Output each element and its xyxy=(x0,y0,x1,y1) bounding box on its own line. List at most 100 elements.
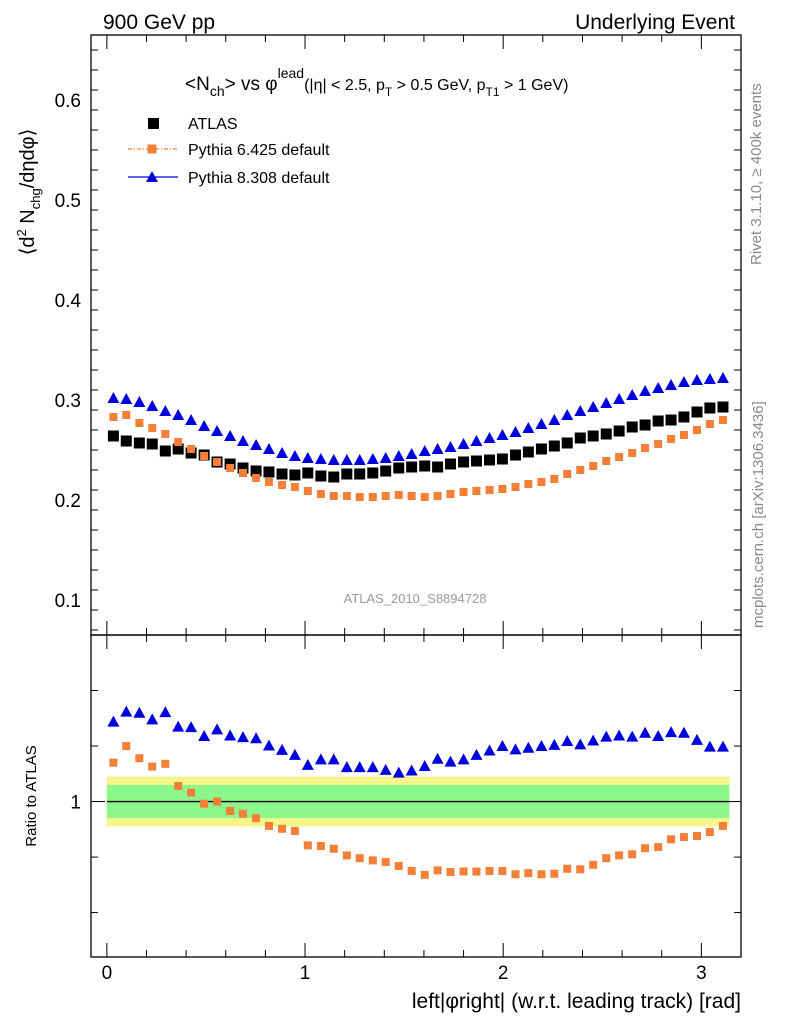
data-point-atlas xyxy=(354,468,366,480)
data-point-pythia8 xyxy=(613,393,626,404)
ratio-point-pythia8 xyxy=(444,755,457,767)
ratio-point-pythia6 xyxy=(524,869,533,878)
analysis-watermark: ATLAS_2010_S8894728 xyxy=(344,591,487,606)
ratio-point-pythia6 xyxy=(148,762,157,771)
data-point-pythia6 xyxy=(381,492,390,500)
ratio-point-pythia8 xyxy=(457,753,470,765)
data-point-pythia6 xyxy=(161,430,170,438)
ratio-point-pythia6 xyxy=(472,867,481,876)
data-point-atlas xyxy=(107,430,119,442)
data-point-pythia8 xyxy=(716,372,729,383)
ratio-point-pythia6 xyxy=(226,806,235,815)
ratio-point-pythia8 xyxy=(652,730,665,742)
data-point-atlas xyxy=(315,470,327,482)
x-tick-label: 3 xyxy=(696,963,707,984)
data-point-atlas xyxy=(237,462,249,474)
ratio-point-pythia8 xyxy=(224,729,237,741)
data-point-pythia6 xyxy=(187,445,196,453)
data-point-pythia6 xyxy=(329,492,338,500)
ratio-point-pythia6 xyxy=(290,826,299,835)
ratio-point-pythia8 xyxy=(703,740,716,752)
data-point-atlas xyxy=(665,414,677,426)
data-point-atlas xyxy=(120,435,132,447)
y-tick-label: 0.5 xyxy=(55,191,81,212)
data-point-atlas xyxy=(496,453,508,465)
data-point-atlas xyxy=(704,402,716,414)
data-point-pythia6 xyxy=(407,492,416,500)
data-point-pythia8 xyxy=(327,454,340,465)
ratio-point-pythia8 xyxy=(366,761,379,773)
data-point-atlas xyxy=(509,449,521,461)
data-point-pythia6 xyxy=(537,478,546,486)
ratio-point-pythia8 xyxy=(431,752,444,764)
ratio-point-pythia8 xyxy=(327,753,340,765)
ratio-point-pythia6 xyxy=(381,858,390,867)
ratio-point-pythia6 xyxy=(238,809,247,818)
data-point-pythia6 xyxy=(200,452,209,460)
ratio-point-pythia6 xyxy=(420,870,429,879)
plot-title: <Nch> vs φlead(|η| < 2.5, pT > 0.5 GeV, … xyxy=(185,65,568,99)
data-point-pythia8 xyxy=(211,425,224,436)
ratio-point-pythia6 xyxy=(252,814,261,823)
data-point-pythia6 xyxy=(524,480,533,488)
data-point-atlas xyxy=(458,456,470,468)
legend: ATLAS Pythia 6.425 default Pythia 8.308 … xyxy=(128,116,330,187)
legend-label-pythia8: Pythia 8.308 default xyxy=(188,170,330,187)
ratio-point-pythia6 xyxy=(407,866,416,875)
ratio-point-pythia8 xyxy=(133,706,146,718)
data-point-pythia6 xyxy=(278,481,287,489)
data-point-pythia8 xyxy=(314,453,327,464)
y-tick-label: 0.1 xyxy=(55,591,81,612)
data-point-pythia6 xyxy=(394,491,403,499)
ratio-point-pythia6 xyxy=(628,850,637,859)
ratio-plot-frame xyxy=(90,634,742,958)
data-point-pythia8 xyxy=(535,418,548,429)
data-point-atlas xyxy=(561,437,573,449)
ratio-point-pythia6 xyxy=(459,867,468,876)
data-point-pythia6 xyxy=(368,493,377,501)
data-point-pythia6 xyxy=(290,483,299,491)
ratio-point-pythia8 xyxy=(509,743,522,755)
data-point-atlas xyxy=(574,432,586,444)
y-tick-label: 0.4 xyxy=(55,291,82,312)
x-tick-label: 0 xyxy=(102,963,113,984)
data-point-pythia8 xyxy=(574,405,587,416)
data-point-pythia8 xyxy=(483,432,496,443)
legend-marker-pythia6 xyxy=(147,144,157,154)
legend-marker-pythia8 xyxy=(146,171,158,182)
data-point-pythia8 xyxy=(496,429,509,440)
ratio-point-pythia8 xyxy=(250,732,263,744)
data-point-pythia6 xyxy=(213,458,222,466)
data-point-atlas xyxy=(652,415,664,427)
data-point-pythia6 xyxy=(718,416,727,424)
ratio-point-pythia6 xyxy=(693,831,702,840)
x-tick-label: 2 xyxy=(498,963,509,984)
data-point-pythia8 xyxy=(366,453,379,464)
ratio-point-pythia8 xyxy=(379,763,392,775)
data-point-pythia6 xyxy=(485,486,494,494)
ratio-point-pythia6 xyxy=(576,865,585,874)
header-left: 900 GeV pp xyxy=(103,11,215,34)
data-point-atlas xyxy=(522,446,534,458)
ratio-point-pythia8 xyxy=(340,761,353,773)
data-point-pythia6 xyxy=(238,469,247,477)
data-point-pythia8 xyxy=(652,382,665,393)
ratio-point-pythia8 xyxy=(561,735,574,747)
data-point-pythia6 xyxy=(135,419,144,427)
header-right: Underlying Event xyxy=(575,11,735,34)
legend-marker-atlas xyxy=(148,118,159,129)
data-point-pythia6 xyxy=(446,490,455,498)
ratio-point-pythia8 xyxy=(185,721,198,733)
data-point-pythia8 xyxy=(301,452,314,463)
ratio-point-pythia8 xyxy=(418,760,431,772)
ratio-point-pythia8 xyxy=(496,740,509,752)
data-point-pythia6 xyxy=(122,411,131,419)
ratio-point-pythia8 xyxy=(392,766,405,778)
data-point-pythia6 xyxy=(459,488,468,496)
data-point-pythia8 xyxy=(703,373,716,384)
ratio-point-pythia8 xyxy=(716,740,729,752)
ratio-point-pythia6 xyxy=(161,759,170,768)
data-point-pythia8 xyxy=(159,405,172,416)
ratio-point-pythia6 xyxy=(394,861,403,870)
